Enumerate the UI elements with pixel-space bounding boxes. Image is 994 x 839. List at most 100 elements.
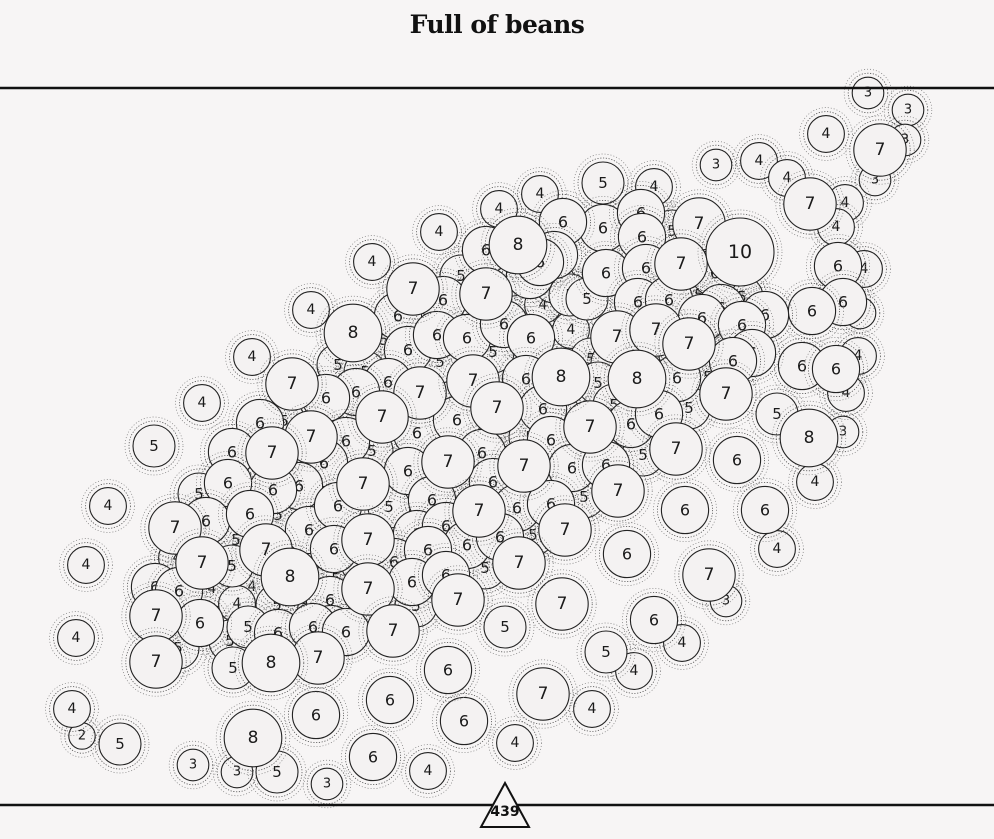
bean-halo <box>804 337 868 401</box>
bean-label: 3 <box>901 133 909 148</box>
bean-halo <box>256 543 324 611</box>
bean-label: 6 <box>558 213 568 232</box>
bean-halo <box>432 689 496 753</box>
bean-circle <box>531 347 591 407</box>
bean-halo <box>241 422 303 484</box>
bean-label: 6 <box>321 389 331 408</box>
bean: 4 <box>225 330 279 384</box>
bean-halo <box>361 672 418 729</box>
bean-circle <box>740 142 778 180</box>
bean-circle <box>223 708 283 768</box>
bean-halo <box>287 627 349 689</box>
bean-halo <box>455 263 517 325</box>
bean-label: 7 <box>377 407 388 427</box>
bean-label: 6 <box>728 352 738 371</box>
bean-label: 6 <box>273 624 283 643</box>
bean-circle <box>323 303 383 363</box>
bean-halo <box>609 181 673 245</box>
bean-label: 7 <box>313 648 324 668</box>
bean-halo <box>631 164 677 210</box>
bean-label: 5 <box>367 442 377 460</box>
bean-label: 6 <box>412 424 422 443</box>
bean-label: 6 <box>546 495 556 514</box>
bean-label: 4 <box>495 201 504 217</box>
bean-halo <box>513 167 567 221</box>
bean-label: 6 <box>304 521 314 540</box>
bean: 6 <box>733 478 797 542</box>
bean-label: 4 <box>511 735 520 751</box>
bean: 4 <box>412 205 466 259</box>
bean-halo <box>175 376 229 430</box>
bean-halo <box>792 459 838 505</box>
bean-circle <box>660 485 710 535</box>
bean-circle <box>420 213 458 251</box>
bean-label: 6 <box>341 623 351 642</box>
bean-halo <box>229 334 275 380</box>
bean-label: 5 <box>273 506 283 524</box>
bean-label: 6 <box>732 451 742 470</box>
bean-circle <box>53 690 91 728</box>
bean-halo <box>405 748 451 794</box>
bean-halo <box>423 565 493 635</box>
bean-label: 5 <box>582 290 592 308</box>
bean-halo <box>319 299 387 367</box>
bean-label: 4 <box>82 557 91 573</box>
bean-halo <box>199 454 256 511</box>
total-label: 439 <box>490 804 519 820</box>
bean: 4 <box>799 107 853 161</box>
bean-halo <box>442 350 504 412</box>
bean-label: 5 <box>593 374 603 392</box>
bean-halo <box>233 625 309 701</box>
bean-halo <box>284 683 348 747</box>
bean-halo <box>231 394 288 451</box>
bean-label: 7 <box>538 684 549 704</box>
bean-halo <box>576 622 636 682</box>
bean-halo <box>179 380 225 426</box>
bean-halo <box>427 569 489 631</box>
bean-circle <box>602 529 652 579</box>
bean-label: 7 <box>408 279 419 299</box>
bean-circle <box>538 503 592 557</box>
bean-label: 5 <box>435 353 445 371</box>
bean-circle <box>740 485 790 535</box>
bean-halo <box>610 205 674 269</box>
bean-halo <box>880 115 930 165</box>
bean-circle <box>516 667 570 721</box>
bean: 8 <box>252 539 328 615</box>
bean-label: 5 <box>243 618 253 636</box>
bean-label: 7 <box>557 594 568 614</box>
bean-halo <box>813 204 859 250</box>
bean: 6 <box>168 591 232 655</box>
bean-halo <box>435 693 492 750</box>
bean: 4 <box>345 235 399 289</box>
bean-circle <box>851 76 885 110</box>
bean-circle <box>492 536 546 590</box>
bean: 7 <box>775 169 845 239</box>
bean: 7 <box>489 431 559 501</box>
bean-halo <box>468 505 532 569</box>
bean: 7 <box>691 359 761 429</box>
bean-circle <box>629 595 679 645</box>
bean-label: 3 <box>871 173 879 188</box>
bean-halo <box>144 497 206 559</box>
bean-label: 7 <box>585 417 596 437</box>
bean-label: 5 <box>601 643 611 661</box>
bean-circle <box>682 548 736 602</box>
bean-label: 6 <box>462 329 472 348</box>
bean-halo <box>221 485 278 542</box>
bean-halo <box>845 115 915 185</box>
bean-halo <box>577 157 629 209</box>
bean-label: 6 <box>385 691 395 710</box>
bean-halo <box>641 414 711 484</box>
bean-label: 6 <box>649 611 659 630</box>
bean-label: 4 <box>307 302 316 318</box>
bean-halo <box>466 377 528 439</box>
bean-halo <box>835 333 881 379</box>
bean-halo <box>333 505 403 575</box>
bean-circle <box>779 408 839 468</box>
bean-halo <box>803 111 849 157</box>
bean-halo <box>315 295 391 371</box>
bean-halo <box>695 144 737 186</box>
bean-halo <box>822 180 868 226</box>
bean-halo <box>492 720 538 766</box>
